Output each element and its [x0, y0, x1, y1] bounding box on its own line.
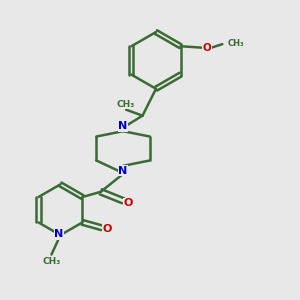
Text: CH₃: CH₃	[116, 100, 134, 109]
Text: N: N	[54, 229, 64, 239]
Text: N: N	[118, 166, 128, 176]
Text: CH₃: CH₃	[227, 39, 244, 48]
Text: O: O	[124, 198, 133, 208]
Text: O: O	[203, 43, 212, 53]
Text: O: O	[103, 224, 112, 234]
Text: N: N	[118, 121, 128, 131]
Text: CH₃: CH₃	[42, 256, 61, 266]
